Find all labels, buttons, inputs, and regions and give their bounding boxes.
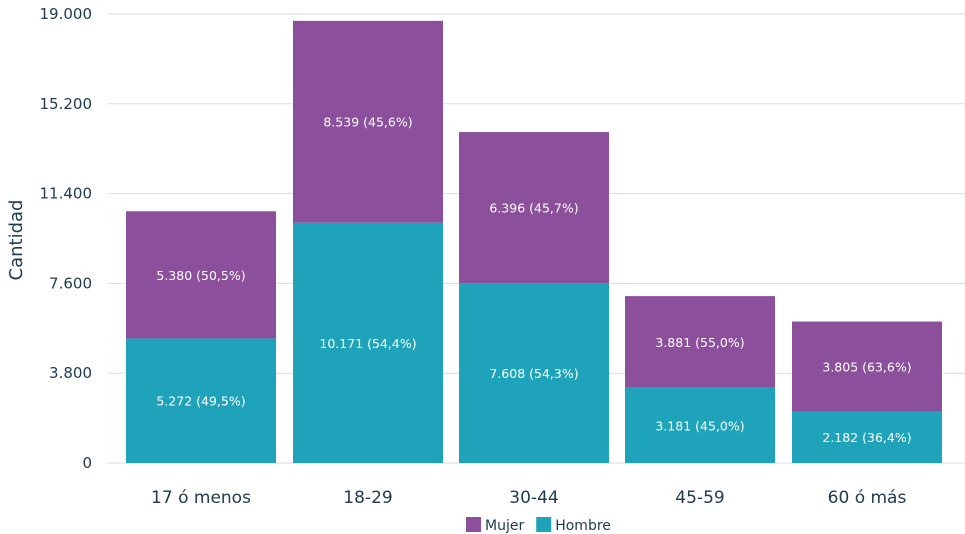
y-tick-label: 0 (82, 454, 92, 472)
x-category-label: 18-29 (343, 488, 392, 508)
legend-swatch-mujer (466, 517, 481, 532)
data-label: 3.805 (63,6%) (822, 359, 911, 374)
data-label: 5.380 (50,5%) (156, 268, 245, 283)
x-category-label: 45-59 (675, 488, 724, 508)
bar-mujer (459, 132, 609, 284)
y-tick-label: 11.400 (40, 185, 93, 203)
bar-hombre (126, 338, 276, 463)
bar-hombre (792, 411, 942, 463)
y-axis-label: Cantidad (6, 200, 27, 281)
y-tick-label: 15.200 (40, 95, 93, 113)
bar-mujer (126, 211, 276, 339)
y-tick-label: 7.600 (49, 274, 92, 292)
bar-hombre (625, 387, 775, 463)
y-axis-ticks: 0 3.800 7.600 11.400 15.200 19.000 (40, 5, 93, 472)
x-category-label: 30-44 (509, 488, 558, 508)
y-tick-label: 3.800 (49, 364, 92, 382)
y-tick-label: 19.000 (40, 5, 93, 23)
legend-label-hombre: Hombre (555, 518, 611, 534)
bar-hombre (293, 222, 443, 463)
data-label: 10.171 (54,4%) (319, 336, 416, 351)
bars (126, 20, 942, 463)
legend-label-mujer: Mujer (485, 518, 524, 534)
bar-mujer (792, 321, 942, 412)
data-label: 5.272 (49,5%) (156, 394, 245, 409)
x-category-label: 17 ó menos (151, 488, 251, 508)
data-label: 3.181 (45,0%) (655, 418, 744, 433)
data-labels: 5.272 (49,5%) 5.380 (50,5%) 10.171 (54,4%)… (156, 115, 911, 445)
bar-mujer (625, 296, 775, 388)
x-category-label: 60 ó más (828, 488, 907, 508)
data-label: 7.608 (54,3%) (489, 366, 578, 381)
bar-mujer (293, 20, 443, 223)
legend-swatch-hombre (536, 517, 552, 532)
bar-hombre (459, 283, 609, 463)
data-label: 3.881 (55,0%) (655, 335, 744, 350)
data-label: 2.182 (36,4%) (822, 430, 911, 445)
data-label: 6.396 (45,7%) (489, 201, 578, 216)
x-axis-categories: 17 ó menos 18-29 30-44 45-59 60 ó más (151, 488, 906, 508)
legend: Mujer Hombre (466, 517, 611, 534)
data-label: 8.539 (45,6%) (323, 115, 412, 130)
